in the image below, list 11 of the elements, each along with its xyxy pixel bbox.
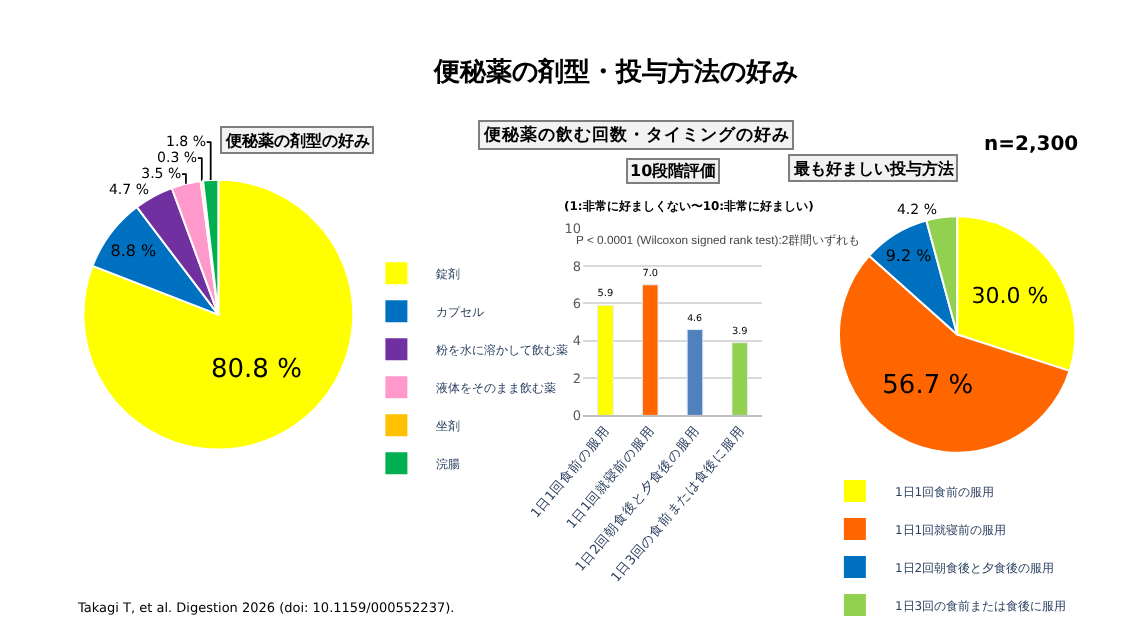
chart-title: 10段階評価 <box>630 162 717 180</box>
text: 便秘薬の剤型・投与方法の好み <box>432 56 798 88</box>
data-label: 56.7 % <box>882 370 974 401</box>
data-label: 30.0 % <box>971 283 1049 310</box>
data-label: 80.8 % <box>211 355 302 386</box>
data-label: 8.8 % <box>110 241 157 260</box>
text: 便秘薬の飲む回数・タイミングの好み <box>482 124 790 146</box>
text: n=2,300 <box>984 134 1079 156</box>
chart-title: 最も好ましい投与方法 <box>792 158 954 178</box>
chart-title: 便秘薬の剤型の好み <box>224 130 370 150</box>
data-label: 9.2 % <box>885 247 933 266</box>
